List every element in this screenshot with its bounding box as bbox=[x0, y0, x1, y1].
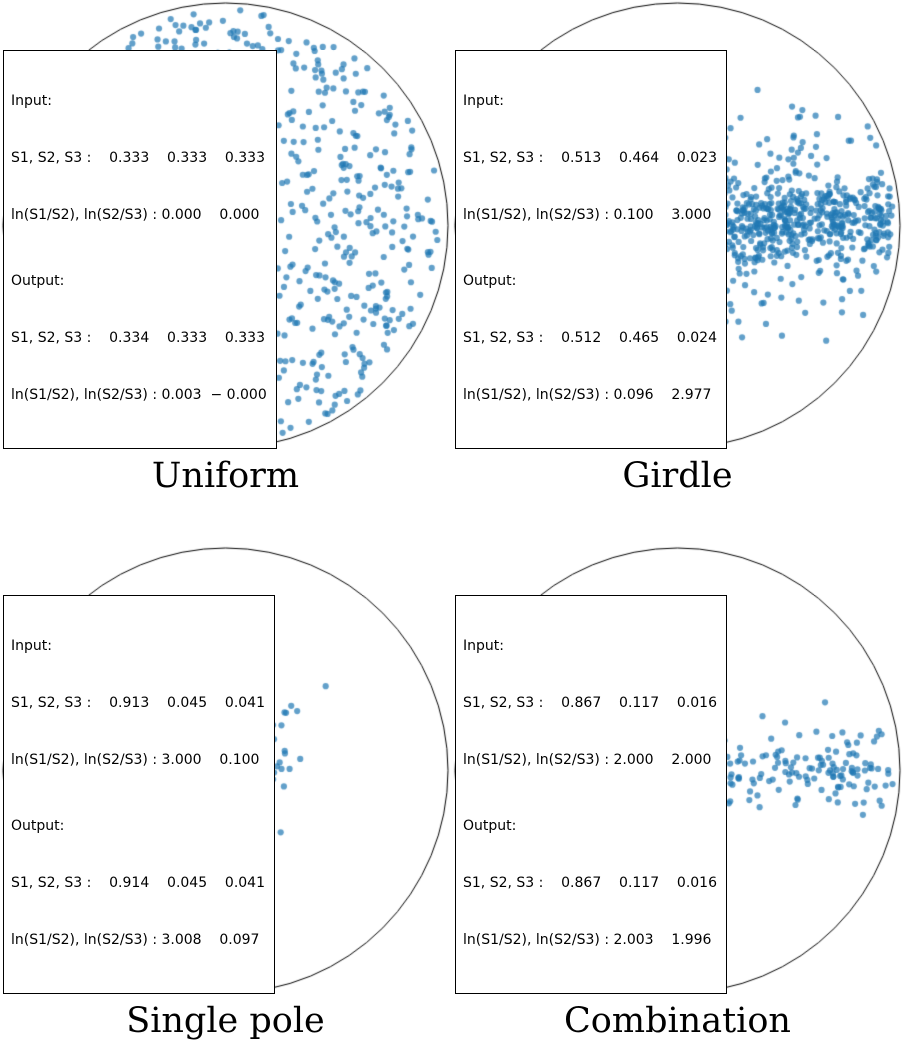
panel-caption-single-pole: Single pole bbox=[126, 1001, 325, 1041]
panel-caption-girdle: Girdle bbox=[622, 456, 733, 496]
input-s-values: S1, S2, S3 : 0.867 0.117 0.016 bbox=[463, 695, 717, 711]
input-ln-values: ln(S1/S2), ln(S2/S3) : 2.000 2.000 bbox=[463, 752, 712, 768]
output-label: Output: bbox=[463, 818, 517, 834]
panel-caption-uniform: Uniform bbox=[151, 456, 300, 496]
panel-single-pole: Input: S1, S2, S3 : 0.913 0.045 0.041 ln… bbox=[0, 545, 451, 1041]
stats-box-single-pole: Input: S1, S2, S3 : 0.913 0.045 0.041 ln… bbox=[3, 595, 275, 994]
input-s-values: S1, S2, S3 : 0.513 0.464 0.023 bbox=[463, 150, 717, 166]
stats-box-uniform: Input: S1, S2, S3 : 0.333 0.333 0.333 ln… bbox=[3, 50, 277, 449]
output-label: Output: bbox=[11, 273, 65, 289]
panel-uniform: Input: S1, S2, S3 : 0.333 0.333 0.333 ln… bbox=[0, 0, 451, 496]
input-s-values: S1, S2, S3 : 0.333 0.333 0.333 bbox=[11, 150, 265, 166]
output-s-values: S1, S2, S3 : 0.334 0.333 0.333 bbox=[11, 330, 265, 346]
stats-box-girdle: Input: S1, S2, S3 : 0.513 0.464 0.023 ln… bbox=[455, 50, 727, 449]
stats-box-combination: Input: S1, S2, S3 : 0.867 0.117 0.016 ln… bbox=[455, 595, 727, 994]
output-ln-values: ln(S1/S2), ln(S2/S3) : 0.096 2.977 bbox=[463, 387, 712, 403]
output-s-values: S1, S2, S3 : 0.867 0.117 0.016 bbox=[463, 875, 717, 891]
output-ln-values: ln(S1/S2), ln(S2/S3) : 2.003 1.996 bbox=[463, 932, 712, 948]
output-ln-values: ln(S1/S2), ln(S2/S3) : 0.003 − 0.000 bbox=[11, 387, 267, 403]
panel-combination: Input: S1, S2, S3 : 0.867 0.117 0.016 ln… bbox=[452, 545, 903, 1041]
output-label: Output: bbox=[463, 273, 517, 289]
input-label: Input: bbox=[11, 93, 52, 109]
input-s-values: S1, S2, S3 : 0.913 0.045 0.041 bbox=[11, 695, 265, 711]
input-label: Input: bbox=[463, 638, 504, 654]
panel-caption-combination: Combination bbox=[564, 1001, 791, 1041]
output-s-values: S1, S2, S3 : 0.512 0.465 0.024 bbox=[463, 330, 717, 346]
input-label: Input: bbox=[463, 93, 504, 109]
input-ln-values: ln(S1/S2), ln(S2/S3) : 0.100 3.000 bbox=[463, 207, 712, 223]
panel-girdle: Input: S1, S2, S3 : 0.513 0.464 0.023 ln… bbox=[452, 0, 903, 496]
output-s-values: S1, S2, S3 : 0.914 0.045 0.041 bbox=[11, 875, 265, 891]
input-label: Input: bbox=[11, 638, 52, 654]
input-ln-values: ln(S1/S2), ln(S2/S3) : 0.000 0.000 bbox=[11, 207, 260, 223]
output-label: Output: bbox=[11, 818, 65, 834]
output-ln-values: ln(S1/S2), ln(S2/S3) : 3.008 0.097 bbox=[11, 932, 260, 948]
input-ln-values: ln(S1/S2), ln(S2/S3) : 3.000 0.100 bbox=[11, 752, 260, 768]
